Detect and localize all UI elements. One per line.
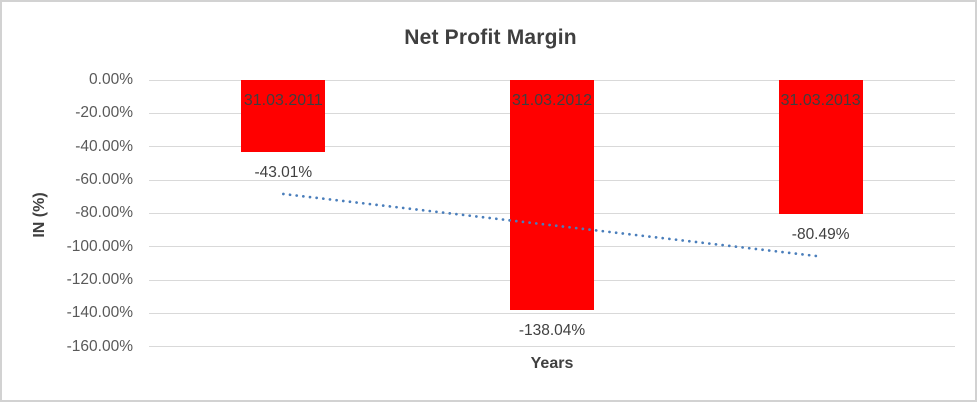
y-tick-label: -60.00%	[75, 171, 133, 188]
bar-value-label: -43.01%	[254, 163, 313, 181]
bar-category-label: 31.03.2011	[243, 92, 323, 109]
bar-value-label: -138.04%	[518, 322, 586, 340]
y-tick-label: -160.00%	[66, 337, 133, 355]
y-tick-label: -120.00%	[66, 271, 133, 289]
bar-category-label: 31.03.2013	[780, 92, 861, 109]
y-tick-label: -80.00%	[75, 204, 133, 222]
x-axis-title: Years	[530, 355, 574, 372]
bar[interactable]	[241, 80, 326, 152]
bar[interactable]	[778, 80, 863, 215]
chart-title: Net Profit Margin	[404, 26, 577, 49]
gridline	[149, 346, 955, 348]
y-tick-label: 0.00%	[89, 71, 133, 88]
gridline	[149, 312, 955, 314]
y-tick-label: -140.00%	[66, 304, 133, 322]
y-tick-label: -20.00%	[75, 104, 133, 122]
bar[interactable]	[510, 80, 594, 311]
y-tick-label: -40.00%	[75, 137, 133, 155]
bar-value-label: -80.49%	[791, 226, 850, 244]
bar-category-label: 31.03.2012	[511, 92, 593, 109]
y-tick-label: -100.00%	[66, 237, 133, 255]
